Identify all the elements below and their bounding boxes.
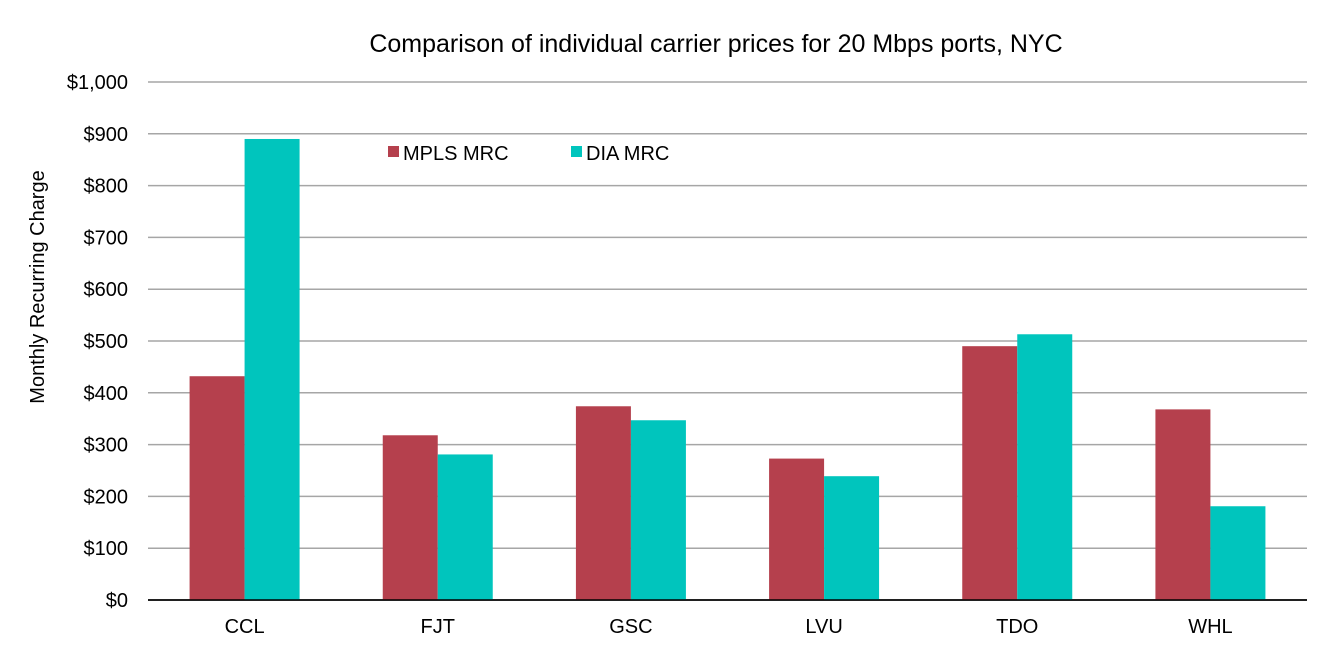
y-tick-label: $500: [84, 331, 129, 353]
y-tick-label: $100: [84, 538, 129, 560]
y-tick-label: $300: [84, 435, 129, 457]
gridlines: [148, 81, 1307, 601]
y-tick-label: $800: [84, 176, 129, 198]
x-tick-label: LVU: [805, 616, 842, 638]
bar-whl-mpls-mrc: [1155, 409, 1211, 600]
y-tick-label: $700: [84, 227, 129, 249]
bar-gsc-dia-mrc: [630, 420, 686, 600]
bar-tdo-dia-mrc: [1017, 334, 1073, 600]
y-tick-label: $200: [84, 486, 129, 508]
y-axis-label: Monthly Recurring Charge: [27, 170, 49, 403]
x-tick-label: TDO: [996, 616, 1038, 638]
x-axis-ticks: CCL FJT GSC LVU TDO WHL: [225, 616, 1233, 638]
x-tick-label: CCL: [225, 616, 265, 638]
bar-lvu-dia-mrc: [824, 476, 880, 600]
chart-title: Comparison of individual carrier prices …: [369, 30, 1062, 58]
y-tick-label: $1,000: [67, 72, 128, 94]
bar-gsc-mpls-mrc: [575, 406, 631, 600]
bar-tdo-mpls-mrc: [962, 346, 1018, 600]
y-tick-label: $900: [84, 124, 129, 146]
bar-fjt-mpls-mrc: [382, 435, 438, 600]
bar-lvu-mpls-mrc: [769, 458, 825, 600]
y-tick-label: $0: [106, 590, 128, 612]
legend-label: DIA MRC: [586, 143, 669, 165]
legend-swatch: [571, 146, 582, 157]
legend-label: MPLS MRC: [403, 143, 509, 165]
x-tick-label: FJT: [421, 616, 455, 638]
x-tick-label: GSC: [609, 616, 652, 638]
y-axis-ticks: $0 $100 $200 $300 $400 $500 $600 $700 $800 $900 $1…: [67, 72, 128, 612]
bar-fjt-dia-mrc: [437, 454, 493, 600]
legend-swatch: [388, 146, 399, 157]
bars: [148, 138, 1307, 601]
bar-ccl-mpls-mrc: [189, 376, 245, 600]
bar-ccl-dia-mrc: [244, 138, 300, 601]
legend: MPLS MRC DIA MRC: [388, 143, 669, 165]
y-tick-label: $400: [84, 383, 129, 405]
bar-whl-dia-mrc: [1210, 506, 1266, 600]
x-tick-label: WHL: [1188, 616, 1232, 638]
y-tick-label: $600: [84, 279, 129, 301]
